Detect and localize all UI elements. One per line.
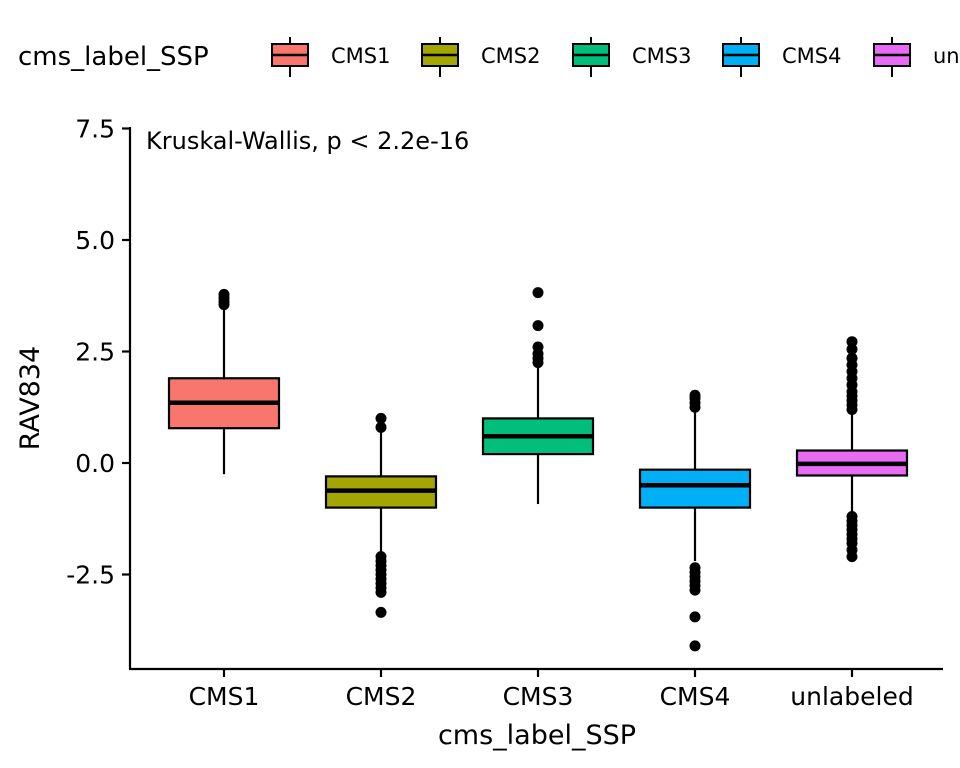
kruskal-wallis-annotation: Kruskal-Wallis, p < 2.2e-16 bbox=[146, 127, 469, 155]
legend-label: CMS2 bbox=[481, 44, 540, 68]
y-tick-label: 5.0 bbox=[75, 226, 115, 255]
outlier-point bbox=[846, 551, 858, 563]
legend-keys: CMS1 CMS2 CMS3 CMS4 unlabeled bbox=[271, 37, 960, 77]
x-tick-label: CMS2 bbox=[346, 682, 417, 711]
x-tick-label: CMS1 bbox=[189, 682, 260, 711]
outlier-point bbox=[689, 640, 701, 652]
x-axis-title: cms_label_SSP bbox=[438, 720, 636, 751]
outlier-point bbox=[532, 320, 544, 332]
outlier-point bbox=[218, 288, 230, 300]
legend-label: CMS1 bbox=[331, 44, 390, 68]
legend-key-unlabeled: unlabeled bbox=[873, 37, 960, 77]
box-unlabeled bbox=[795, 336, 909, 563]
boxes bbox=[167, 287, 909, 652]
y-axis-title: RAV834 bbox=[15, 346, 46, 450]
outlier-point bbox=[689, 389, 701, 401]
outlier-point bbox=[532, 287, 544, 299]
legend: cms_label_SSP CMS1 CMS2 CMS3 CMS4 unlabeled bbox=[18, 37, 960, 77]
axes: 7.5 5.0 2.5 0.0 -2.5 CMS1 CMS2 CMS3 CMS4 unlabel… bbox=[66, 115, 943, 711]
y-tick-label: 2.5 bbox=[75, 338, 115, 367]
box-CMS3 bbox=[481, 287, 595, 505]
outlier-point bbox=[532, 341, 544, 353]
outlier-point bbox=[375, 586, 387, 598]
legend-key-CMS1: CMS1 bbox=[271, 37, 390, 77]
legend-label: CMS4 bbox=[782, 44, 841, 68]
outlier-point bbox=[375, 606, 387, 618]
y-tick-label: -2.5 bbox=[66, 561, 115, 590]
outlier-point bbox=[689, 584, 701, 596]
y-ticks: 7.5 5.0 2.5 0.0 -2.5 bbox=[66, 115, 130, 590]
outlier-point bbox=[375, 421, 387, 433]
outlier-point bbox=[689, 611, 701, 623]
outlier-point bbox=[846, 352, 858, 364]
x-ticks: CMS1 CMS2 CMS3 CMS4 unlabeled bbox=[189, 669, 914, 711]
outlier-point bbox=[846, 343, 858, 355]
x-tick-label: CMS3 bbox=[503, 682, 574, 711]
legend-key-CMS4: CMS4 bbox=[722, 37, 841, 77]
legend-key-CMS3: CMS3 bbox=[572, 37, 691, 77]
outlier-point bbox=[846, 336, 858, 348]
box-CMS2 bbox=[324, 412, 438, 618]
x-tick-label: unlabeled bbox=[790, 682, 913, 711]
box-CMS1 bbox=[167, 288, 281, 475]
outlier-point bbox=[375, 412, 387, 424]
y-tick-label: 0.0 bbox=[75, 449, 115, 478]
box-CMS4 bbox=[638, 389, 752, 652]
legend-label: CMS3 bbox=[632, 44, 691, 68]
legend-label: unlabeled bbox=[933, 44, 960, 68]
x-tick-label: CMS4 bbox=[660, 682, 731, 711]
y-tick-label: 7.5 bbox=[75, 115, 115, 144]
legend-title: cms_label_SSP bbox=[18, 42, 209, 72]
box-body bbox=[638, 468, 752, 509]
legend-key-CMS2: CMS2 bbox=[421, 37, 540, 77]
